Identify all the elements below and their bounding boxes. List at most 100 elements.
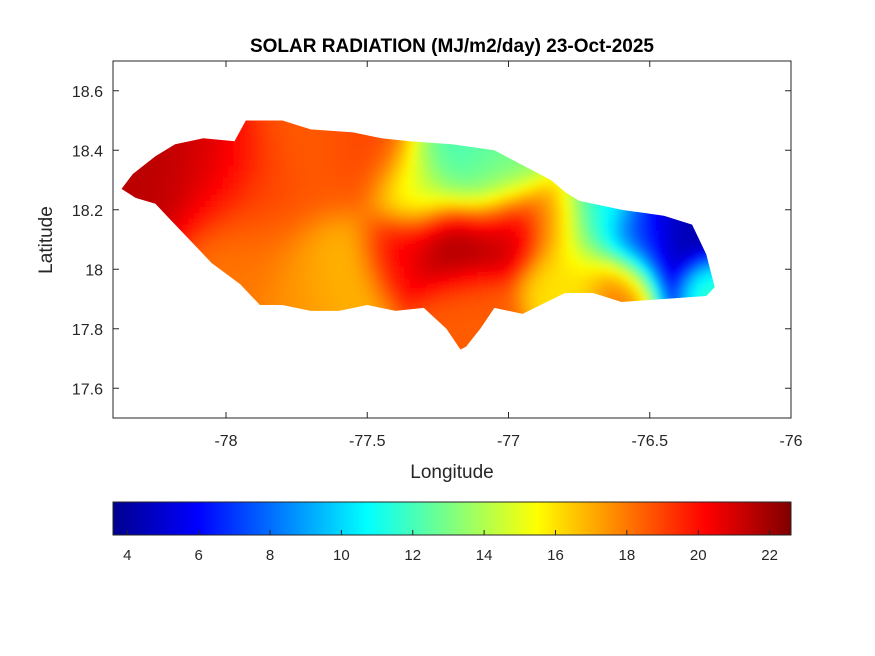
field-cell-1918	[375, 158, 382, 166]
field-cell-3342	[573, 224, 580, 231]
field-cell-2040	[392, 164, 399, 172]
field-cell-1911	[375, 200, 382, 208]
field-cell-2322	[431, 194, 439, 202]
field-cell-2367	[437, 170, 444, 178]
field-cell-4158	[686, 247, 693, 255]
field-cell-2920	[516, 295, 524, 303]
field-cell-2602	[471, 236, 478, 243]
field-cell-1784	[358, 224, 365, 231]
field-cell-1778	[358, 259, 365, 267]
field-cell-2467	[454, 307, 461, 315]
field-cell-1263	[284, 152, 292, 160]
field-cell-1988	[386, 230, 394, 237]
field-cell-3742	[629, 283, 637, 291]
field-cell-1493	[318, 247, 326, 255]
field-cell-2902	[510, 158, 518, 166]
field-cell-1324	[296, 277, 303, 285]
field-cell-1008	[250, 206, 258, 214]
colorbar-ticks: 4 6 8 10 12 14 16 18 20 22	[123, 530, 778, 564]
y-tick-label-3: 18.2	[72, 203, 103, 220]
field-cell-2882	[510, 277, 518, 285]
field-cell-1994	[386, 194, 394, 202]
field-cell-2445	[448, 194, 456, 202]
field-cell-2770	[493, 212, 501, 220]
field-cell-3298	[567, 242, 574, 249]
field-cell-3786	[635, 265, 642, 273]
field-cell-2309	[431, 271, 439, 279]
field-cell-1469	[313, 146, 320, 154]
field-cell-1631	[335, 158, 343, 166]
field-cell-1704	[347, 212, 354, 220]
field-cell-2796	[499, 301, 507, 309]
field-cell-2342	[437, 319, 444, 327]
field-cell-1992	[386, 206, 394, 214]
field-cell-1014	[250, 170, 258, 178]
field-cell-1117	[267, 289, 275, 297]
field-cell-1835	[363, 164, 371, 172]
field-cell-525	[183, 152, 190, 160]
field-cell-3788	[635, 253, 642, 261]
field-cell-3263	[561, 206, 569, 214]
field-cell-1495	[318, 236, 326, 243]
field-cell-3987	[663, 289, 670, 297]
field-cell-1837	[363, 152, 371, 160]
field-cell-1243	[284, 271, 292, 279]
field-cell-2552	[465, 289, 473, 297]
field-cell-648	[200, 152, 207, 160]
field-cell-2803	[499, 259, 507, 267]
field-cell-1732	[352, 289, 360, 297]
field-cell-1909	[375, 212, 382, 220]
field-cell-894	[234, 152, 241, 160]
field-cell-1697	[347, 253, 354, 261]
field-cell-1501	[318, 200, 326, 208]
field-cell-1734	[352, 277, 360, 285]
field-cell-1868	[369, 212, 377, 220]
field-cell-2303	[431, 307, 439, 315]
field-cell-1995	[386, 188, 394, 196]
field-cell-1553	[324, 134, 331, 142]
field-cell-1018	[250, 146, 258, 154]
field-cell-3214	[556, 253, 563, 261]
field-cell-1546	[324, 176, 331, 184]
field-cell-3042	[533, 301, 540, 309]
field-cell-4152	[686, 283, 693, 291]
field-cell-897	[234, 134, 241, 142]
field-cell-3666	[618, 247, 625, 255]
field-cell-2427	[448, 301, 456, 309]
field-cell-642	[200, 188, 207, 196]
field-cell-887	[234, 194, 241, 202]
field-cell-3741	[629, 289, 637, 297]
field-cell-1216	[279, 188, 286, 196]
field-cell-2605	[471, 218, 478, 226]
field-cell-354	[160, 194, 168, 202]
field-cell-2609	[471, 194, 478, 202]
field-cell-2081	[397, 164, 405, 172]
field-cell-3832	[640, 236, 648, 243]
field-cell-2589	[471, 313, 478, 321]
field-cell-3384	[578, 218, 586, 226]
field-cell-3784	[635, 277, 642, 285]
field-cell-485	[177, 146, 185, 154]
field-cell-1337	[296, 200, 303, 208]
field-cell-1565	[330, 307, 337, 315]
field-cell-2651	[476, 188, 484, 196]
field-cell-972	[245, 176, 252, 184]
field-cell-2934	[516, 212, 524, 220]
field-cell-3130	[544, 265, 552, 273]
field-cell-2525	[460, 206, 467, 214]
field-cell-2596	[471, 271, 478, 279]
chart-title: SOLAR RADIATION (MJ/m2/day) 23-Oct-2025	[250, 36, 654, 57]
field-cell-2061	[397, 283, 405, 291]
field-cell-3711	[623, 224, 631, 231]
field-cell-1385	[301, 158, 309, 166]
field-cell-475	[177, 206, 185, 214]
field-cell-2429	[448, 289, 456, 297]
field-cell-918	[239, 253, 247, 261]
field-cell-1813	[363, 295, 371, 303]
field-cell-684	[205, 182, 213, 190]
field-cell-1943	[380, 253, 388, 261]
x-tick-label-1: -77.5	[349, 433, 386, 450]
field-cell-2774	[493, 188, 501, 196]
field-cell-2512	[460, 283, 467, 291]
field-cell-2369	[437, 158, 444, 166]
